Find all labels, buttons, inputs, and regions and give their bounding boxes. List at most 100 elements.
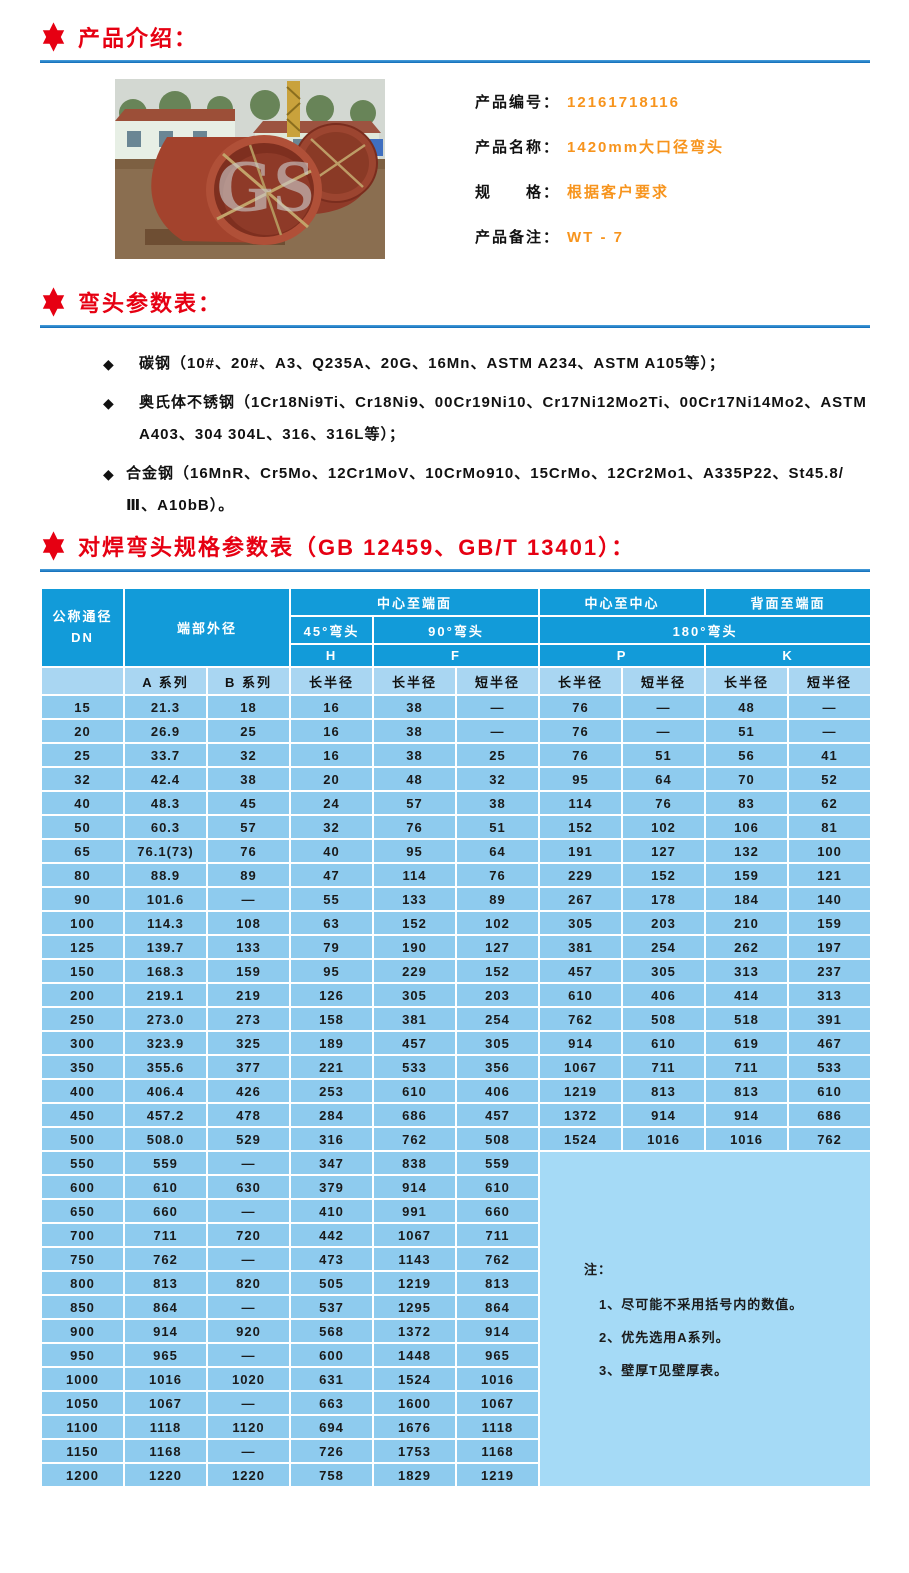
spec-row: 32 42.4 38 20 48 32 95 64 70 52 bbox=[40, 766, 873, 792]
header-sym-f: F bbox=[372, 643, 541, 668]
spec-subheader-row: A 系列 B 系列 长半径 长半径 短半径 长半径 短半径 长半径 短半径 bbox=[40, 666, 873, 696]
spec-row: 1200 1220 1220 758 1829 1219 bbox=[40, 1462, 871, 1488]
spec-cell: 95 bbox=[372, 838, 458, 864]
spec-cell: — bbox=[455, 694, 541, 720]
spec-row: 25 33.7 32 16 38 25 76 51 56 41 bbox=[40, 742, 873, 768]
spec-cell: 16 bbox=[289, 742, 375, 768]
spec-cell: 500 bbox=[40, 1126, 125, 1152]
spec-cell: 89 bbox=[455, 886, 541, 912]
spec-cell: 32 bbox=[455, 766, 541, 792]
spec-row: 90 101.6—55 133 89 267 178 184 140 bbox=[40, 886, 873, 912]
spec-cell: 1372 bbox=[372, 1318, 458, 1344]
spec-cell: 1016 bbox=[123, 1366, 208, 1392]
spec-cell: 140 bbox=[787, 886, 873, 912]
spec-cell: 200 bbox=[40, 982, 125, 1008]
spec-cell: 864 bbox=[455, 1294, 541, 1320]
field-value: 1420mm大口径弯头 bbox=[567, 139, 725, 156]
spec-row: 40 48.3 45 24 57 38 114 76 83 62 bbox=[40, 790, 873, 816]
spec-cell: 813 bbox=[455, 1270, 541, 1296]
spec-cell: 610 bbox=[621, 1030, 707, 1056]
spec-cell: 229 bbox=[538, 862, 624, 888]
spec-cell: 550 bbox=[40, 1150, 125, 1176]
spec-cell: 838 bbox=[372, 1150, 458, 1176]
spec-row: 700 711 720 442 1067 711 bbox=[40, 1222, 871, 1248]
spec-cell: 76 bbox=[538, 742, 624, 768]
spec-cell: 355.6 bbox=[123, 1054, 208, 1080]
spec-row: 1100 1118 1120 694 1676 1118 bbox=[40, 1414, 871, 1440]
spec-cell: 726 bbox=[289, 1438, 375, 1464]
spec-cell: 106 bbox=[704, 814, 790, 840]
spec-cell: 203 bbox=[455, 982, 541, 1008]
spec-cell: 47 bbox=[289, 862, 375, 888]
spec-cell: 121 bbox=[787, 862, 873, 888]
header-end-outer-diameter: 端部外径 bbox=[122, 587, 292, 668]
spec-cell: 1118 bbox=[455, 1414, 541, 1440]
spec-cell: 114.3 bbox=[123, 910, 208, 936]
star-icon bbox=[40, 22, 67, 52]
spec-cell: 79 bbox=[289, 934, 375, 960]
spec-cell: 126 bbox=[289, 982, 375, 1008]
spec-cell: 711 bbox=[123, 1222, 208, 1248]
spec-cell: 508.0 bbox=[123, 1126, 208, 1152]
spec-cell: 139.7 bbox=[123, 934, 208, 960]
material-text: 合金钢（16MnR、Cr5Mo、12Cr1MoV、10CrMo910、15CrM… bbox=[126, 465, 844, 514]
spec-cell: 189 bbox=[289, 1030, 375, 1056]
spec-cell: 762 bbox=[123, 1246, 208, 1272]
spec-cell: 508 bbox=[621, 1006, 707, 1032]
spec-cell: 64 bbox=[455, 838, 541, 864]
spec-row: 125 139.7 133 79 190 127 381 254 262 197 bbox=[40, 934, 873, 960]
spec-cell: 219.1 bbox=[123, 982, 208, 1008]
spec-cell: 133 bbox=[205, 934, 292, 960]
spec-cell: 16 bbox=[289, 694, 375, 720]
spec-cell: 62 bbox=[787, 790, 873, 816]
spec-cell: 316 bbox=[289, 1126, 375, 1152]
spec-cell: 81 bbox=[787, 814, 873, 840]
subheader-short-radius: 短半径 bbox=[621, 666, 707, 696]
field-label: 规 格： bbox=[475, 184, 561, 201]
spec-cell: 51 bbox=[455, 814, 541, 840]
spec-cell: 57 bbox=[205, 814, 292, 840]
spec-cell: 325 bbox=[205, 1030, 292, 1056]
product-fields: 产品编号： 12161718116 产品名称： 1420mm大口径弯头 规 格： 根据… bbox=[475, 79, 724, 259]
spec-cell: 630 bbox=[205, 1174, 292, 1200]
spec-cell: 914 bbox=[455, 1318, 541, 1344]
spec-cell: 559 bbox=[455, 1150, 541, 1176]
spec-cell: 300 bbox=[40, 1030, 125, 1056]
spec-row: 750 762—473 1143 762 bbox=[40, 1246, 871, 1272]
spec-cell: 529 bbox=[205, 1126, 292, 1152]
diamond-bullet-icon: ◆ bbox=[103, 395, 115, 411]
spec-cell: 1067 bbox=[538, 1054, 624, 1080]
spec-cell: 152 bbox=[621, 862, 707, 888]
spec-cell: 850 bbox=[40, 1294, 125, 1320]
spec-cell: 711 bbox=[621, 1054, 707, 1080]
product-photo: GS bbox=[115, 79, 385, 259]
spec-cell: 406 bbox=[455, 1078, 541, 1104]
spec-header-row-elbow: 45°弯头 90°弯头 180°弯头 bbox=[41, 615, 873, 645]
spec-row: 1000 1016 1020 631 1524 1016 bbox=[40, 1366, 871, 1392]
spec-cell: 76 bbox=[205, 838, 292, 864]
spec-cell: 88.9 bbox=[123, 862, 208, 888]
spec-cell: 762 bbox=[372, 1126, 458, 1152]
section-intro-title: 产品介绍： bbox=[78, 26, 199, 51]
spec-row: 550 559—347 838 559 注： 1、尽可能不采用括号内的数值。 2、优先选用A… bbox=[40, 1150, 873, 1488]
spec-cell: 1118 bbox=[123, 1414, 208, 1440]
spec-cell: 197 bbox=[787, 934, 873, 960]
spec-cell: 950 bbox=[40, 1342, 125, 1368]
spec-cell: 184 bbox=[704, 886, 790, 912]
spec-cell: 323.9 bbox=[123, 1030, 208, 1056]
spec-cell: 219 bbox=[205, 982, 292, 1008]
spec-cell: 711 bbox=[455, 1222, 541, 1248]
spec-cell: 83 bbox=[704, 790, 790, 816]
section-divider bbox=[40, 569, 870, 572]
section-intro-header: 产品介绍： bbox=[40, 20, 870, 54]
subheader-long-radius: 长半径 bbox=[289, 666, 375, 696]
spec-cell: 267 bbox=[538, 886, 624, 912]
spec-cell: 159 bbox=[205, 958, 292, 984]
spec-cell: 457.2 bbox=[123, 1102, 208, 1128]
spec-cell: 229 bbox=[372, 958, 458, 984]
photo-watermark: GS bbox=[216, 146, 315, 228]
spec-cell: 914 bbox=[123, 1318, 208, 1344]
spec-cell: 1100 bbox=[40, 1414, 125, 1440]
spec-cell: 152 bbox=[538, 814, 624, 840]
spec-cell: 686 bbox=[372, 1102, 458, 1128]
